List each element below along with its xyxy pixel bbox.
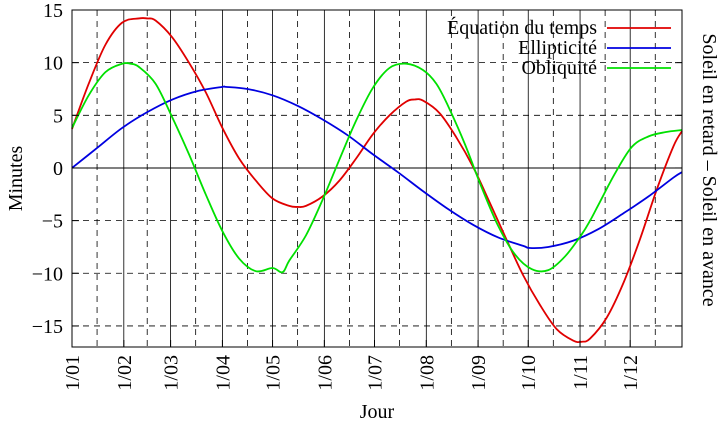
y-tick-label: −5 (42, 211, 63, 233)
y-tick-label: 15 (43, 0, 63, 22)
y-tick-label: −15 (32, 316, 63, 338)
x-tick-label: 1/05 (263, 355, 285, 391)
x-tick-label: 1/02 (114, 355, 136, 391)
x-tick-label: 1/06 (314, 355, 336, 391)
y-axis-ticks: 15 10 5 0 −5 −10 −15 (32, 0, 682, 338)
right-axis-label: Soleil en retard – Soleil en avance (698, 33, 720, 306)
series-line-2 (71, 85, 683, 249)
plot-frame (71, 9, 683, 348)
x-tick-label: 1/10 (518, 355, 540, 391)
x-tick-label: 1/01 (62, 355, 84, 391)
x-tick-label: 1/07 (364, 355, 386, 391)
y-tick-label: 0 (53, 158, 63, 180)
y-tick-label: 5 (53, 105, 63, 127)
x-axis-label: Jour (360, 401, 395, 422)
x-tick-label: 1/08 (416, 355, 438, 391)
legend-label: Équation du temps (447, 16, 597, 39)
x-tick-label: 1/11 (570, 355, 592, 390)
x-axis-ticks: 1/01 1/02 1/03 1/04 1/05 1/06 1/07 1/08 1/09 1/10… (62, 340, 642, 391)
x-tick-label: 1/12 (620, 355, 642, 391)
legend-label: Obliquité (521, 57, 597, 79)
x-tick-label: 1/04 (212, 355, 234, 391)
legend-label: Ellipticité (518, 37, 597, 59)
x-tick-label: 1/09 (468, 355, 490, 391)
series-line-3 (71, 62, 683, 274)
series-line-1 (71, 17, 683, 344)
y-tick-label: −10 (32, 263, 63, 285)
series-lines (71, 17, 683, 344)
x-tick-label: 1/03 (161, 355, 183, 391)
y-axis-label: Minutes (5, 146, 27, 212)
y-tick-label: 10 (43, 53, 63, 75)
